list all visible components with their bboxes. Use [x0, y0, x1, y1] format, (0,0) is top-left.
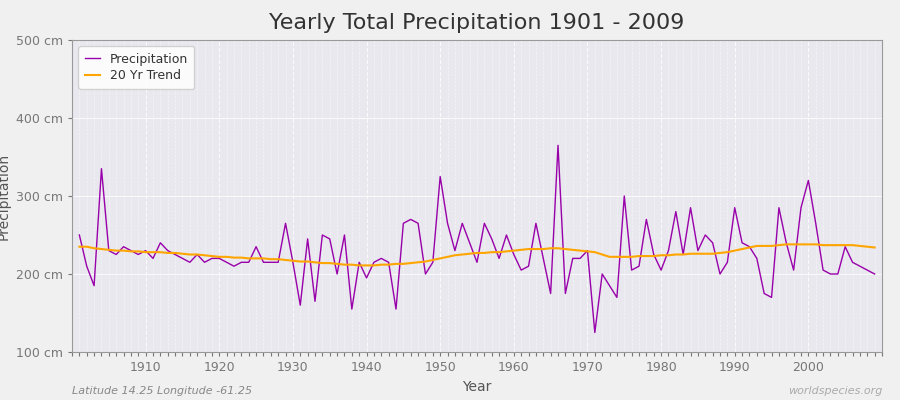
20 Yr Trend: [508, 248, 519, 253]
Precipitation: [501, 232, 512, 237]
Precipitation: [339, 232, 350, 237]
Precipitation: [611, 295, 622, 300]
Precipitation: [590, 330, 600, 335]
X-axis label: Year: Year: [463, 380, 491, 394]
Line: 20 Yr Trend: 20 Yr Trend: [79, 244, 875, 266]
20 Yr Trend: [781, 242, 792, 247]
Precipitation: [133, 252, 144, 257]
20 Yr Trend: [339, 262, 350, 267]
Precipitation: [295, 303, 306, 308]
Precipitation: [869, 272, 880, 276]
20 Yr Trend: [516, 248, 526, 252]
Precipitation: [74, 232, 85, 237]
Legend: Precipitation, 20 Yr Trend: Precipitation, 20 Yr Trend: [78, 46, 194, 88]
20 Yr Trend: [74, 244, 85, 249]
Precipitation: [553, 143, 563, 148]
Title: Yearly Total Precipitation 1901 - 2009: Yearly Total Precipitation 1901 - 2009: [269, 13, 685, 33]
Precipitation: [508, 252, 519, 257]
20 Yr Trend: [604, 254, 615, 259]
Line: Precipitation: Precipitation: [79, 145, 875, 332]
20 Yr Trend: [869, 245, 880, 250]
20 Yr Trend: [133, 249, 144, 254]
20 Yr Trend: [354, 263, 364, 268]
20 Yr Trend: [295, 259, 306, 264]
Text: worldspecies.org: worldspecies.org: [788, 386, 882, 396]
Y-axis label: Precipitation: Precipitation: [0, 152, 10, 240]
Text: Latitude 14.25 Longitude -61.25: Latitude 14.25 Longitude -61.25: [72, 386, 252, 396]
